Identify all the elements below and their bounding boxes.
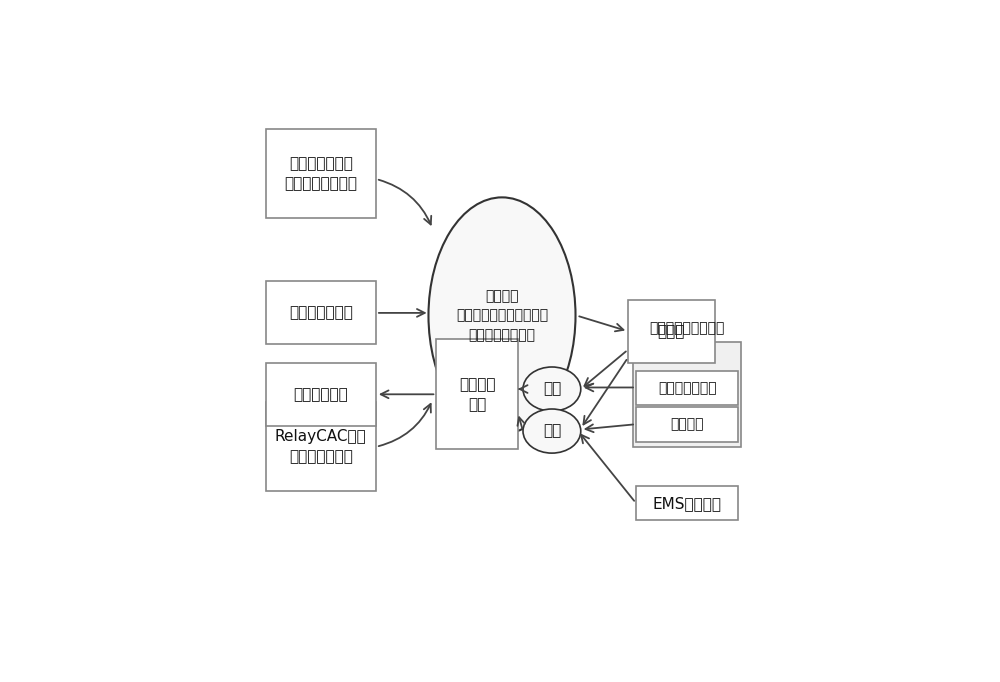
- Text: 定值、硬压板值: 定值、硬压板值: [658, 381, 716, 395]
- Ellipse shape: [523, 409, 581, 453]
- Text: 比对: 比对: [543, 381, 561, 396]
- Text: RelayCAC定值
（定值、压板）: RelayCAC定值 （定值、压板）: [275, 430, 367, 464]
- Text: 系统导出定值单: 系统导出定值单: [289, 306, 353, 321]
- Ellipse shape: [428, 197, 576, 434]
- FancyBboxPatch shape: [636, 486, 738, 520]
- FancyBboxPatch shape: [266, 129, 376, 218]
- Text: 异常比对告警: 异常比对告警: [293, 387, 348, 402]
- Text: EMS电气量值: EMS电气量值: [653, 496, 722, 511]
- FancyBboxPatch shape: [266, 282, 376, 344]
- FancyBboxPatch shape: [436, 339, 518, 449]
- Text: 模糊匹配
（数据字典、错词校对、
相似度模糊技术）: 模糊匹配 （数据字典、错词校对、 相似度模糊技术）: [456, 289, 548, 342]
- Ellipse shape: [523, 367, 581, 411]
- FancyBboxPatch shape: [266, 402, 376, 492]
- FancyBboxPatch shape: [628, 300, 715, 363]
- Text: 电气量值: 电气量值: [670, 417, 704, 432]
- FancyBboxPatch shape: [633, 342, 741, 447]
- Text: 基准值: 基准值: [658, 324, 685, 339]
- Text: 比对: 比对: [543, 424, 561, 439]
- Text: 安自装置运行状态值: 安自装置运行状态值: [649, 322, 725, 336]
- Text: 当前运行状态值
（定值、硬压板）: 当前运行状态值 （定值、硬压板）: [284, 156, 357, 191]
- FancyBboxPatch shape: [636, 407, 738, 441]
- FancyBboxPatch shape: [266, 363, 376, 426]
- Text: 智能巡检
系统: 智能巡检 系统: [459, 377, 495, 412]
- FancyBboxPatch shape: [636, 371, 738, 405]
